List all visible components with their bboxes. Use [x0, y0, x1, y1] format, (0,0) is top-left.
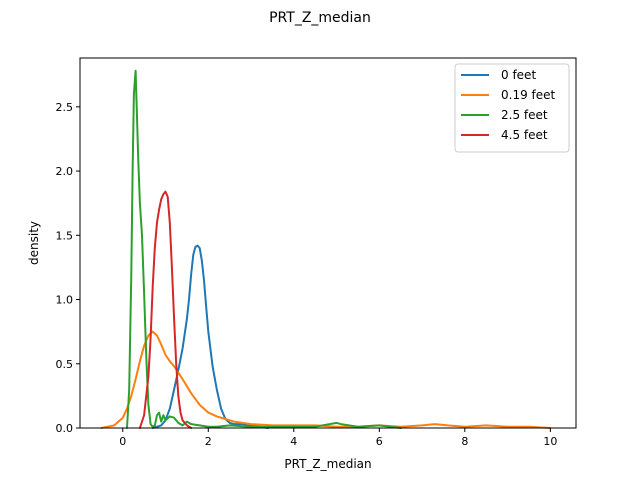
x-tick-label: 2	[205, 435, 212, 448]
x-tick-label: 8	[461, 435, 468, 448]
legend-label-0: 0 feet	[501, 68, 536, 82]
series-line-1	[100, 330, 552, 429]
legend: 0 feet 0.19 feet 2.5 feet 4.5 feet	[454, 63, 570, 153]
y-tick-label: 0.0	[56, 422, 74, 435]
x-tick-label: 6	[376, 435, 383, 448]
series-line-0	[151, 244, 270, 429]
chart-title: PRT_Z_median	[269, 10, 371, 26]
x-tick-label: 4	[290, 435, 297, 448]
plot-area	[100, 69, 552, 429]
y-tick-label: 2.5	[56, 101, 74, 114]
x-tick-label: 10	[543, 435, 557, 448]
x-tick-label: 0	[119, 435, 126, 448]
y-axis-label: density	[27, 221, 41, 265]
y-tick-label: 2.0	[56, 165, 74, 178]
x-axis: 0 2 4 6 8 10	[119, 428, 557, 448]
legend-label-2: 2.5 feet	[501, 108, 548, 122]
legend-box	[454, 63, 570, 153]
series-line-2	[126, 69, 402, 429]
y-tick-label: 0.5	[56, 358, 74, 371]
legend-label-3: 4.5 feet	[501, 128, 548, 142]
series-line-3	[138, 190, 193, 429]
y-tick-label: 1.5	[56, 229, 74, 242]
legend-label-1: 0.19 feet	[501, 88, 556, 102]
axes-frame	[79, 57, 577, 429]
y-tick-label: 1.0	[56, 294, 74, 307]
x-axis-label: PRT_Z_median	[284, 457, 371, 471]
y-axis: 0.0 0.5 1.0 1.5 2.0 2.5	[56, 101, 80, 435]
